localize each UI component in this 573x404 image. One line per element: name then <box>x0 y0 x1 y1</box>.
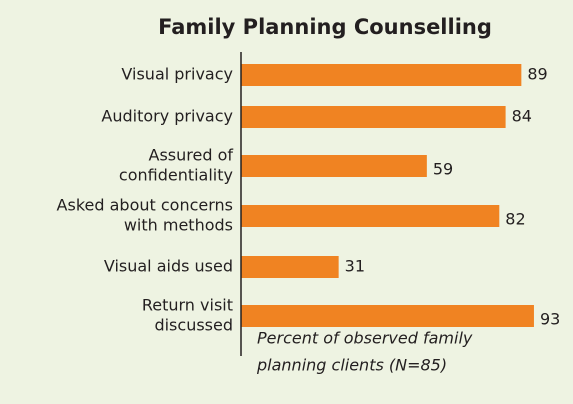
category-label: Return visit <box>142 296 233 315</box>
category-label: Auditory privacy <box>101 107 233 126</box>
category-label: confidentiality <box>119 166 233 185</box>
bar <box>241 155 427 177</box>
value-label: 31 <box>345 257 365 276</box>
x-axis-label: planning clients (N=85) <box>256 356 447 375</box>
value-label: 82 <box>505 210 525 229</box>
chart-title: Family Planning Counselling <box>158 15 492 39</box>
category-label: discussed <box>154 316 233 335</box>
value-label: 89 <box>527 65 547 84</box>
bar <box>241 256 339 278</box>
bar <box>241 106 506 128</box>
category-label: Visual privacy <box>121 65 233 84</box>
x-axis-label: Percent of observed family <box>257 329 473 348</box>
category-label: Asked about concerns <box>57 196 233 215</box>
category-label: Assured of <box>149 146 234 165</box>
bar <box>241 305 534 327</box>
value-label: 84 <box>512 107 532 126</box>
category-label: Visual aids used <box>104 257 233 276</box>
bar <box>241 205 500 227</box>
bar <box>241 64 522 86</box>
value-label: 59 <box>433 160 453 179</box>
value-label: 93 <box>540 310 560 329</box>
category-label: with methods <box>124 216 233 235</box>
